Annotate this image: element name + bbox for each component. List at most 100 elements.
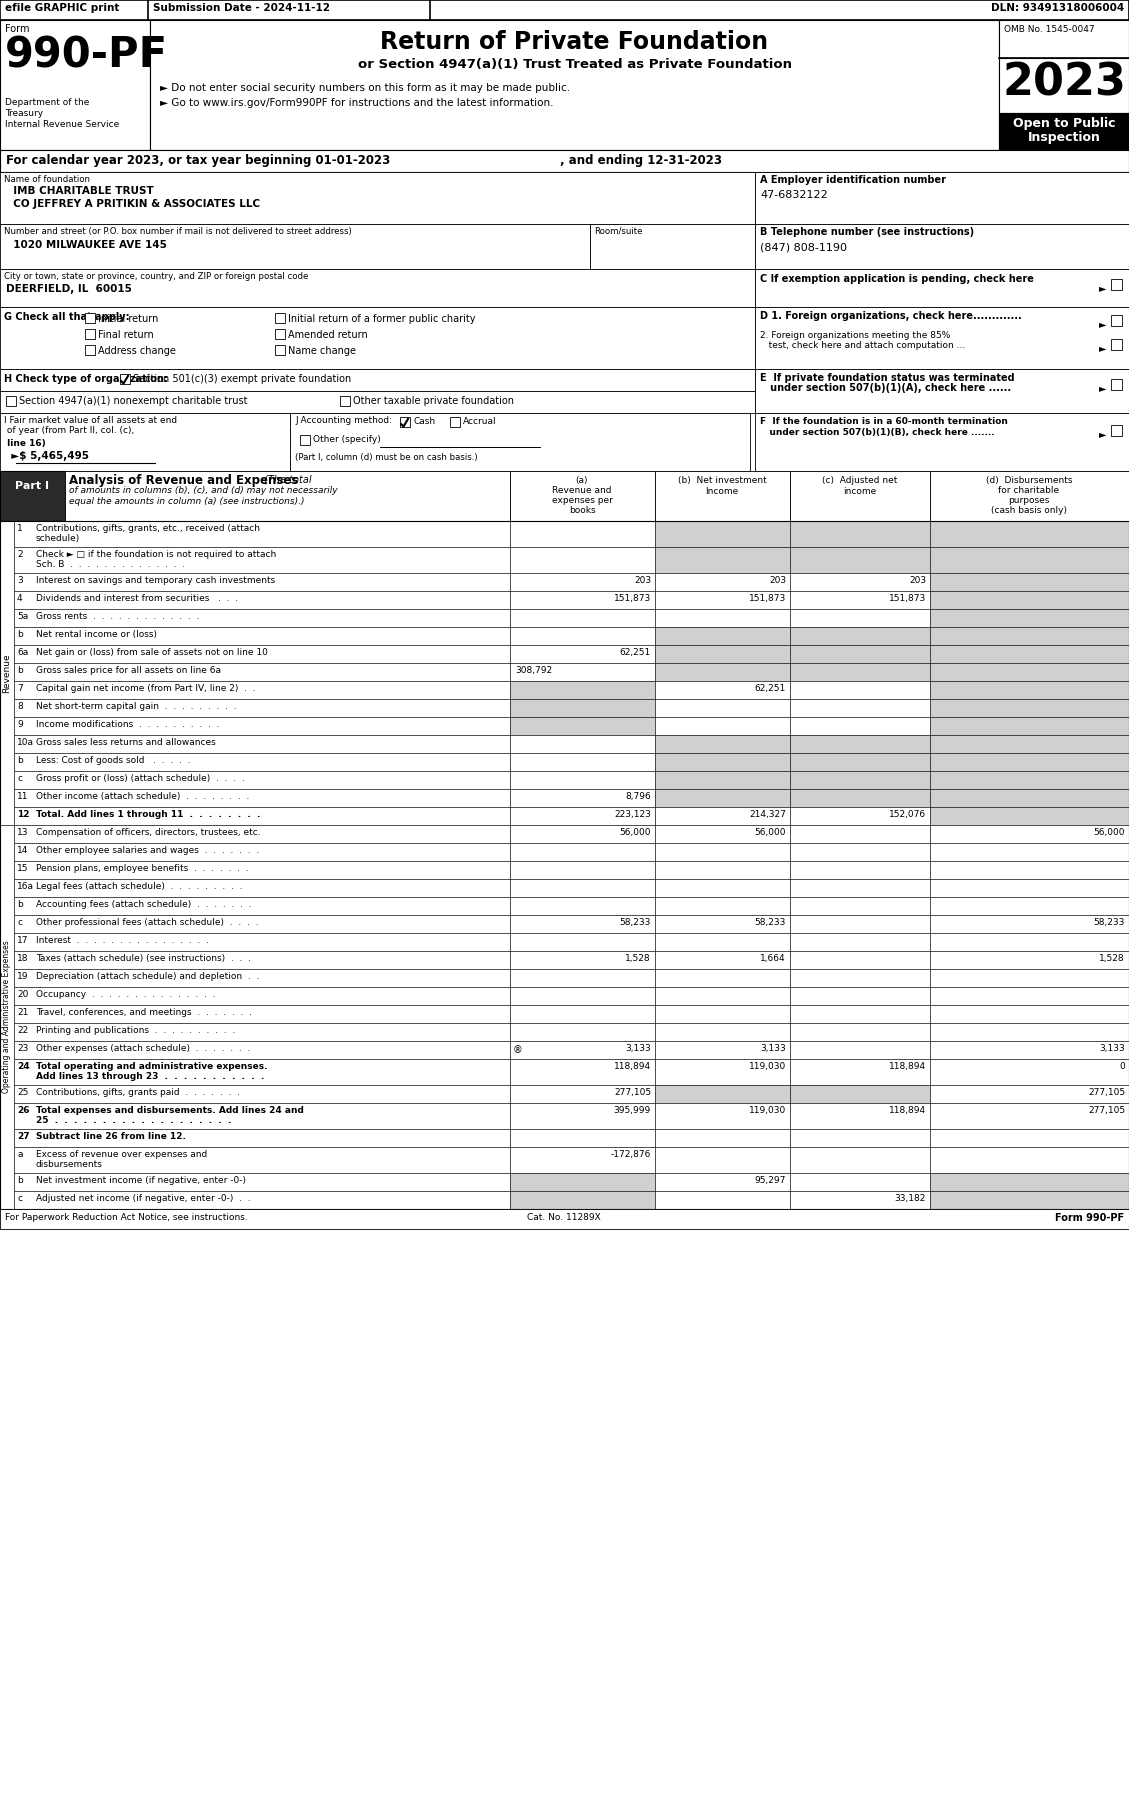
Bar — [510, 951, 655, 969]
Text: b: b — [17, 901, 23, 910]
Bar — [655, 843, 790, 861]
Bar — [510, 879, 655, 897]
Bar — [930, 807, 1129, 825]
Bar — [510, 592, 655, 610]
Bar — [755, 270, 1129, 307]
Text: b: b — [17, 755, 23, 764]
Bar — [14, 547, 510, 574]
Text: Open to Public: Open to Public — [1013, 117, 1115, 129]
Text: test, check here and attach computation ...: test, check here and attach computation … — [760, 342, 965, 351]
Bar — [510, 1190, 655, 1208]
Text: 119,030: 119,030 — [749, 1106, 786, 1115]
Text: Contributions, gifts, grants paid  .  .  .  .  .  .  .: Contributions, gifts, grants paid . . . … — [36, 1088, 240, 1097]
Bar — [655, 807, 790, 825]
Text: Initial return: Initial return — [98, 315, 158, 324]
Bar — [14, 592, 510, 610]
Bar — [790, 771, 930, 789]
Text: Form 990-PF: Form 990-PF — [1054, 1214, 1124, 1223]
Bar — [655, 969, 790, 987]
Bar — [999, 58, 1129, 113]
Text: H Check type of organization:: H Check type of organization: — [5, 374, 168, 385]
Bar — [510, 471, 655, 521]
Bar — [930, 1084, 1129, 1102]
Bar — [655, 471, 790, 521]
Bar — [655, 610, 790, 628]
Bar — [14, 628, 510, 645]
Bar — [930, 915, 1129, 933]
Bar — [340, 396, 350, 406]
Bar — [14, 521, 510, 547]
Text: 3: 3 — [17, 575, 23, 584]
Bar — [999, 113, 1129, 149]
Bar — [930, 699, 1129, 717]
Text: c: c — [17, 1194, 21, 1203]
Bar — [0, 1208, 1129, 1230]
Bar — [0, 414, 290, 471]
Text: Net short-term capital gain  .  .  .  .  .  .  .  .  .: Net short-term capital gain . . . . . . … — [36, 701, 237, 710]
Bar — [790, 1147, 930, 1172]
Text: Interest  .  .  .  .  .  .  .  .  .  .  .  .  .  .  .  .: Interest . . . . . . . . . . . . . . . . — [36, 937, 209, 946]
Bar — [755, 307, 1129, 369]
Text: 1,528: 1,528 — [625, 955, 651, 964]
Text: Return of Private Foundation: Return of Private Foundation — [380, 31, 769, 54]
Bar — [655, 1059, 790, 1084]
Bar — [790, 753, 930, 771]
Bar — [930, 574, 1129, 592]
Bar — [790, 574, 930, 592]
Text: E  If private foundation status was terminated: E If private foundation status was termi… — [760, 372, 1015, 383]
Text: under section 507(b)(1)(B), check here .......: under section 507(b)(1)(B), check here .… — [760, 428, 995, 437]
Bar — [790, 521, 930, 547]
Bar — [14, 1059, 510, 1084]
Text: G Check all that apply:: G Check all that apply: — [5, 313, 130, 322]
Text: Section 4947(a)(1) nonexempt charitable trust: Section 4947(a)(1) nonexempt charitable … — [19, 396, 247, 406]
Bar — [790, 915, 930, 933]
Text: Total expenses and disbursements. Add lines 24 and: Total expenses and disbursements. Add li… — [36, 1106, 304, 1115]
Bar — [510, 663, 655, 681]
Text: 119,030: 119,030 — [749, 1063, 786, 1072]
Bar — [930, 1023, 1129, 1041]
Text: 3,133: 3,133 — [760, 1045, 786, 1054]
Text: Initial return of a former public charity: Initial return of a former public charit… — [288, 315, 475, 324]
Text: Income: Income — [706, 487, 738, 496]
Bar — [0, 307, 755, 369]
Text: 118,894: 118,894 — [889, 1106, 926, 1115]
Bar — [510, 628, 655, 645]
Text: Less: Cost of goods sold   .  .  .  .  .: Less: Cost of goods sold . . . . . — [36, 755, 191, 764]
Bar — [14, 645, 510, 663]
Text: 33,182: 33,182 — [894, 1194, 926, 1203]
Bar — [790, 1190, 930, 1208]
Text: Income modifications  .  .  .  .  .  .  .  .  .  .: Income modifications . . . . . . . . . . — [36, 719, 219, 728]
Text: Inspection: Inspection — [1027, 131, 1101, 144]
Bar — [14, 1041, 510, 1059]
Bar — [0, 173, 755, 225]
Bar — [14, 825, 510, 843]
Text: 95,297: 95,297 — [754, 1176, 786, 1185]
Bar — [655, 879, 790, 897]
Bar — [510, 1084, 655, 1102]
Bar — [14, 753, 510, 771]
Text: Interest on savings and temporary cash investments: Interest on savings and temporary cash i… — [36, 575, 275, 584]
Bar — [930, 933, 1129, 951]
Text: 2: 2 — [17, 550, 23, 559]
Text: 21: 21 — [17, 1009, 28, 1018]
Text: 56,000: 56,000 — [620, 829, 651, 838]
Bar — [655, 1084, 790, 1102]
Text: 58,233: 58,233 — [754, 919, 786, 928]
Text: ®: ® — [513, 1045, 523, 1055]
Bar — [790, 1172, 930, 1190]
Text: Other expenses (attach schedule)  .  .  .  .  .  .  .: Other expenses (attach schedule) . . . .… — [36, 1045, 251, 1054]
Text: Sch. B  .  .  .  .  .  .  .  .  .  .  .  .  .  .: Sch. B . . . . . . . . . . . . . . — [36, 559, 185, 568]
Bar — [400, 417, 410, 426]
Text: 22: 22 — [17, 1027, 28, 1036]
Bar — [790, 1129, 930, 1147]
Text: Capital gain net income (from Part IV, line 2)  .  .: Capital gain net income (from Part IV, l… — [36, 683, 255, 692]
Bar — [655, 521, 790, 547]
Text: 58,233: 58,233 — [620, 919, 651, 928]
Bar — [930, 471, 1129, 521]
Text: Room/suite: Room/suite — [594, 227, 642, 236]
Bar — [790, 951, 930, 969]
Text: Address change: Address change — [98, 345, 176, 356]
Bar — [510, 771, 655, 789]
Bar — [510, 1129, 655, 1147]
Bar — [930, 843, 1129, 861]
